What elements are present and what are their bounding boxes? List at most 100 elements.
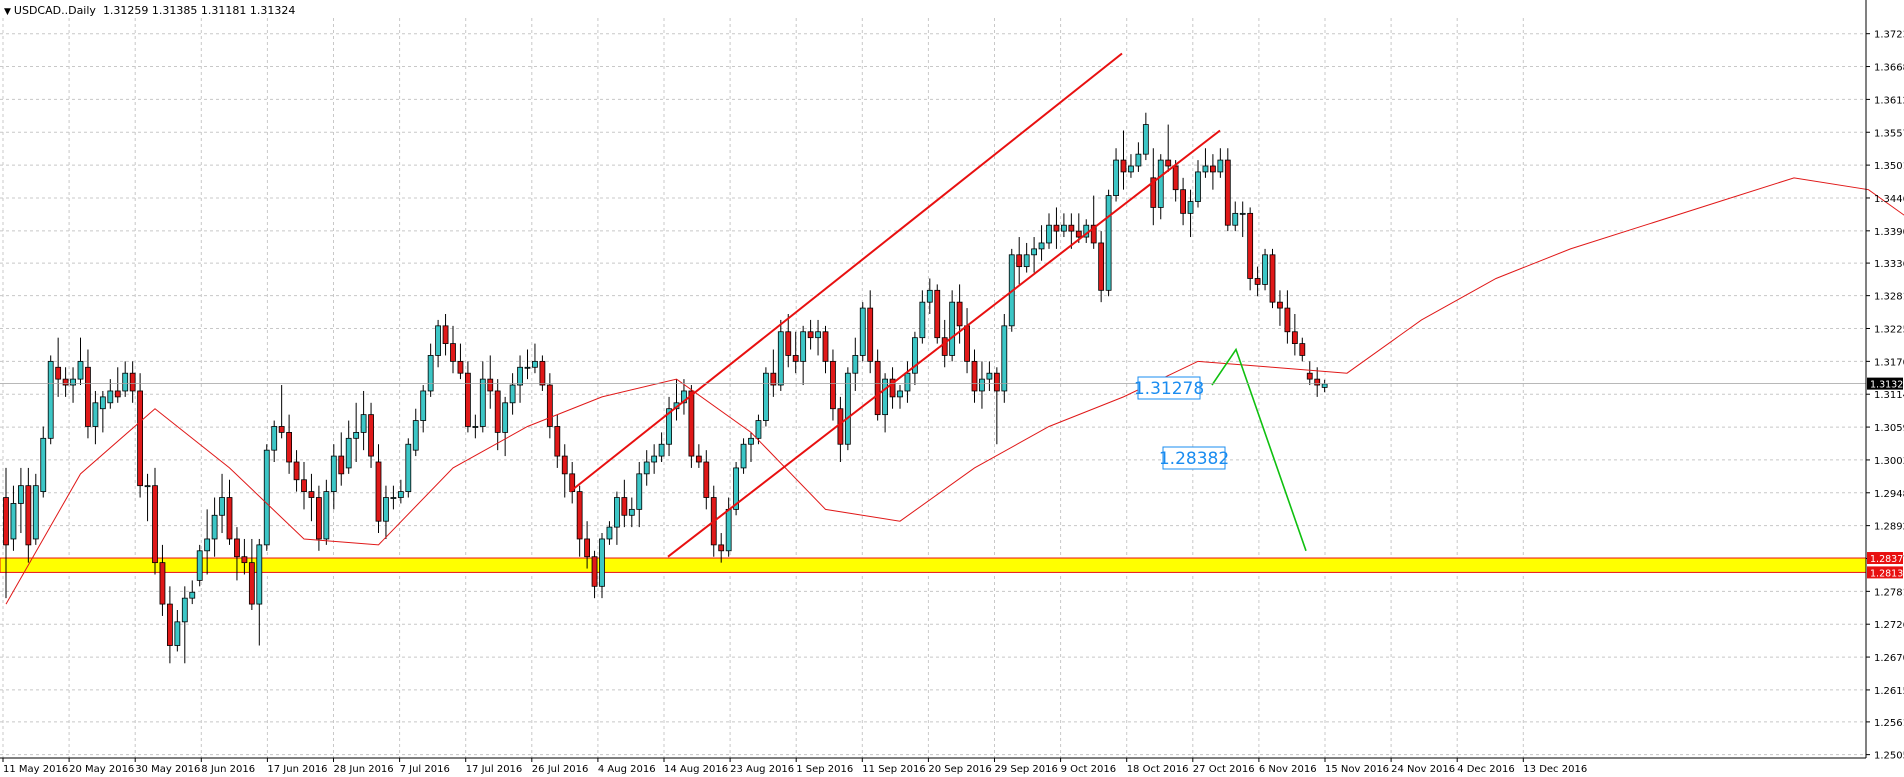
candle-body-bull [32,485,39,540]
candle [889,367,896,409]
candle-body-bull [144,485,151,488]
candle-body-bear [1247,212,1254,279]
candle [1224,148,1231,232]
projection-path [1211,347,1307,552]
candle-body-bull [353,431,360,439]
candle-body-bear [867,307,874,362]
candle-body-bear [837,408,844,445]
candle-body-bull [748,437,754,445]
candle [792,331,799,374]
y-tick-label: 1.36125 [1874,95,1904,106]
candle-body-bull [211,514,218,540]
candle-body-bull [1321,383,1328,388]
candle-body-bear [1291,331,1298,345]
candle [77,337,84,386]
x-tick-label: 11 Sep 2016 [862,764,925,775]
candle [420,385,427,433]
candle-body-bear [830,360,836,410]
candle [1157,154,1164,220]
candle-body-bull [1031,248,1037,256]
candles [3,112,1328,664]
candle [375,444,382,534]
candle-body-bear [494,390,501,433]
candle-body-bear [822,331,829,362]
candle-body-bull [777,331,784,386]
y-tick-label: 1.31145 [1874,390,1904,401]
candle [740,438,747,474]
candle-body-bull [47,360,54,439]
y-tick-label: 1.26150 [1874,686,1904,697]
x-tick-label: 7 Jul 2016 [400,764,450,775]
candle [971,349,978,403]
candle-body-bull [1202,165,1209,173]
candle-body-bull [92,402,99,427]
candle [628,497,635,528]
candle-body-bull [271,426,278,451]
candle-body-bear [55,366,62,380]
candle-body-bear [1150,177,1157,208]
candle-body-bear [315,497,322,540]
candle-body-bear [1299,343,1306,356]
candle-body-bull [70,378,76,386]
candle [248,538,255,610]
x-tick-label: 11 May 2016 [3,764,68,775]
candle [204,509,211,575]
price-box-upper: 1.31278 [1134,379,1204,399]
candle [561,444,568,498]
x-tick-label: 1 Sep 2016 [796,764,853,775]
candle [256,538,263,646]
candle [1038,225,1045,261]
symbol-label: USDCAD..Daily [13,4,96,17]
candle-body-bear [1053,224,1060,232]
candle-body-bull [360,414,367,433]
candle [308,473,315,522]
x-tick-label: 17 Jul 2016 [466,764,523,775]
candle [830,349,836,421]
candle-body-bull [1128,165,1134,173]
candle-body-bear [695,455,702,463]
candle [1053,207,1060,249]
candle [576,485,583,557]
grid [0,18,1866,758]
candle [405,438,412,498]
candle-body-bear [234,538,240,558]
current-price-flag-bg [1867,377,1903,390]
candle [196,544,203,587]
candle [956,284,963,344]
y-tick-label: 1.34460 [1874,194,1904,205]
candle [1120,130,1127,190]
candle-body-bear [1016,254,1023,268]
candle-body-bear [1306,372,1313,380]
candle-body-bear [293,461,300,481]
candle [509,373,516,415]
candle [524,349,531,380]
y-tick-label: 1.35570 [1874,128,1904,139]
candle-body-bull [263,449,270,546]
candle-body-bear [561,455,568,475]
candle-body-bear [114,390,121,398]
candle-body-bull [1262,254,1268,285]
x-tick-label: 30 May 2016 [135,764,200,775]
candle [427,343,434,397]
candle [852,337,859,391]
dropdown-triangle-icon[interactable]: ▼ [4,7,11,17]
candle-body-bull [77,360,84,380]
candle [1284,290,1291,344]
x-tick-label: 27 Oct 2016 [1193,764,1255,775]
candle [1075,213,1082,243]
candle-body-bear [25,485,32,546]
candle [479,361,486,433]
candle-body-bull [926,289,933,303]
candle [390,485,397,510]
y-tick-label: 1.37235 [1874,30,1904,41]
candle-body-bull [256,544,263,605]
candle [330,444,337,510]
candle [1202,148,1209,178]
candle [532,343,538,374]
candle [1195,160,1201,208]
candle [621,479,628,528]
candle [785,314,792,368]
candle [315,485,322,551]
candle [658,432,665,462]
